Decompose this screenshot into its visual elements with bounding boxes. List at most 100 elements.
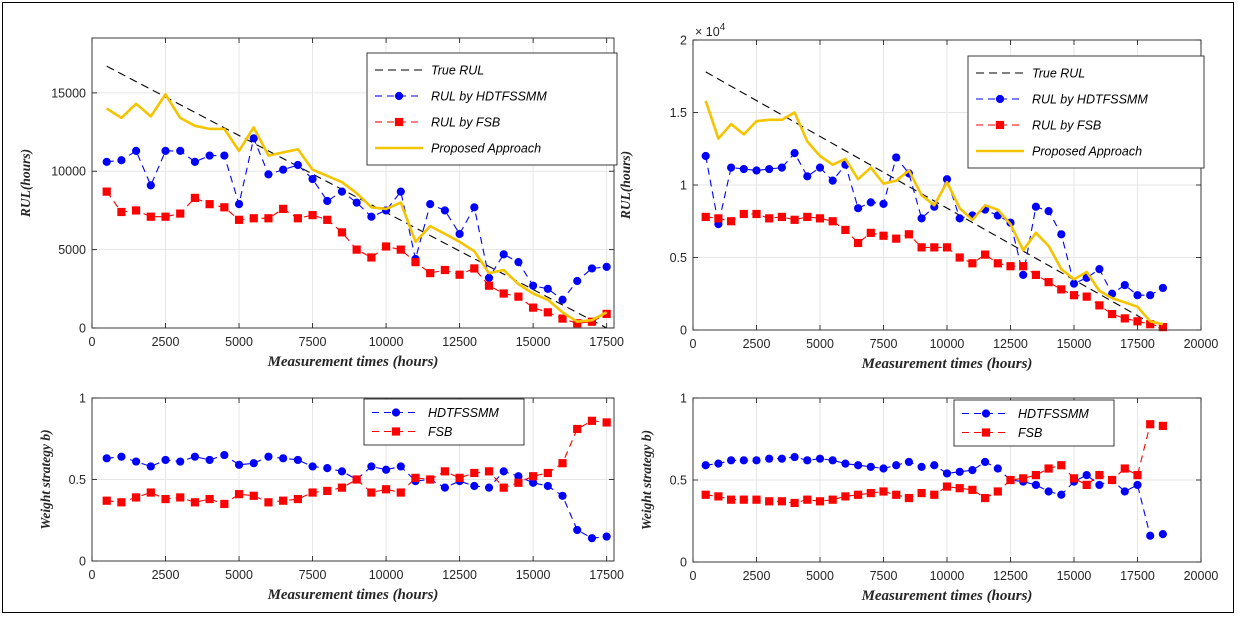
data-point xyxy=(1057,230,1066,239)
data-point xyxy=(323,215,332,224)
data-point xyxy=(777,163,787,172)
data-point xyxy=(765,497,774,506)
data-point xyxy=(815,163,825,172)
data-point xyxy=(1095,480,1104,490)
data-point xyxy=(205,455,214,465)
data-point xyxy=(499,289,508,298)
data-point xyxy=(220,450,229,460)
y-tick-label: 1 xyxy=(79,392,86,406)
data-point xyxy=(205,200,214,209)
series-rul-by-fsb xyxy=(102,187,611,328)
data-point xyxy=(117,498,126,507)
data-point xyxy=(752,209,761,219)
x-tick-label: 0 xyxy=(690,337,697,351)
data-point xyxy=(803,172,812,181)
data-point xyxy=(1044,464,1053,473)
legend-label: RUL by HDTFSSMM xyxy=(431,90,547,104)
data-point xyxy=(279,496,288,505)
data-point xyxy=(543,468,552,478)
data-point xyxy=(993,464,1002,473)
series-proposed-approach xyxy=(105,93,608,324)
data-point xyxy=(220,203,229,212)
data-point xyxy=(558,295,567,304)
data-point xyxy=(714,459,723,468)
data-point xyxy=(942,482,952,491)
data-point xyxy=(573,276,582,286)
data-point xyxy=(1031,470,1041,480)
x-tick-label: 10000 xyxy=(369,335,404,349)
legend-label: True RUL xyxy=(1032,67,1085,81)
data-point xyxy=(777,497,786,506)
x-tick-label: 15000 xyxy=(516,568,551,582)
data-point xyxy=(803,495,812,504)
data-point xyxy=(879,231,888,240)
data-point xyxy=(543,481,552,491)
data-point xyxy=(602,418,611,427)
data-point xyxy=(917,214,926,223)
data-point xyxy=(1044,487,1053,496)
series-rul-by-fsb xyxy=(701,209,1168,332)
x-tick-label: 0 xyxy=(89,568,96,582)
data-point xyxy=(484,273,494,282)
data-point xyxy=(1069,474,1079,483)
data-point xyxy=(803,456,812,465)
data-point xyxy=(190,193,200,202)
data-point xyxy=(752,166,761,175)
data-point xyxy=(558,314,567,323)
legend-label: FSB xyxy=(1018,426,1042,440)
data-point xyxy=(264,214,273,223)
chart-bottom-right: 0 2500 5000 7500 10000 12500 15000 17500 20000 0 0… xyxy=(639,392,1218,605)
data-point xyxy=(955,467,964,476)
data-point xyxy=(904,493,913,503)
data-point xyxy=(484,483,494,492)
x-tick-label: 12500 xyxy=(442,335,477,349)
data-point xyxy=(293,455,302,465)
x-tick-label: 15000 xyxy=(1057,337,1092,351)
data-point xyxy=(917,243,926,252)
legend: HDTFSSMM FSB xyxy=(953,399,1115,447)
data-point xyxy=(161,494,170,504)
x-tick-label: 12500 xyxy=(442,568,477,582)
data-point xyxy=(892,234,901,243)
data-point xyxy=(308,488,317,497)
y-axis-label: Weight strategy b) xyxy=(639,430,654,530)
data-point xyxy=(942,469,952,478)
data-point xyxy=(440,483,450,492)
data-point xyxy=(727,495,736,504)
x-tick-label: 5000 xyxy=(225,568,253,582)
data-point xyxy=(396,245,405,254)
data-point xyxy=(176,146,185,155)
x-axis-label: Measurement times (hours) xyxy=(861,356,1033,372)
data-point xyxy=(587,534,597,543)
data-point xyxy=(1044,278,1053,287)
data-point xyxy=(904,230,913,239)
data-point xyxy=(1095,265,1104,274)
legend: True RUL RUL by HDTFSSMM RUL by FSB Propose… xyxy=(967,55,1205,169)
legend-box xyxy=(363,398,525,446)
data-point xyxy=(396,187,405,196)
data-point xyxy=(220,499,229,509)
data-point xyxy=(279,454,288,463)
data-point xyxy=(337,467,347,476)
x-tick-label: 7500 xyxy=(870,337,898,351)
data-point xyxy=(146,212,155,221)
legend: HDTFSSMM FSB xyxy=(363,398,525,446)
data-point xyxy=(396,488,405,497)
x-tick-label: 2500 xyxy=(743,569,771,583)
data-point xyxy=(264,498,273,507)
data-point xyxy=(132,493,141,502)
data-point xyxy=(739,495,748,504)
data-point xyxy=(234,200,244,209)
data-point xyxy=(529,472,538,481)
data-point xyxy=(892,461,901,470)
data-point xyxy=(1044,207,1053,216)
data-point xyxy=(455,270,464,279)
data-point xyxy=(1146,291,1155,300)
y-axis-multiplier: × 104 xyxy=(695,22,726,39)
x-tick-label: 17500 xyxy=(1120,569,1155,583)
data-point xyxy=(701,490,710,499)
data-point xyxy=(854,490,863,499)
series-rul-by-hdtfssmm xyxy=(102,134,611,304)
data-point xyxy=(1057,461,1066,470)
data-point xyxy=(190,498,200,507)
